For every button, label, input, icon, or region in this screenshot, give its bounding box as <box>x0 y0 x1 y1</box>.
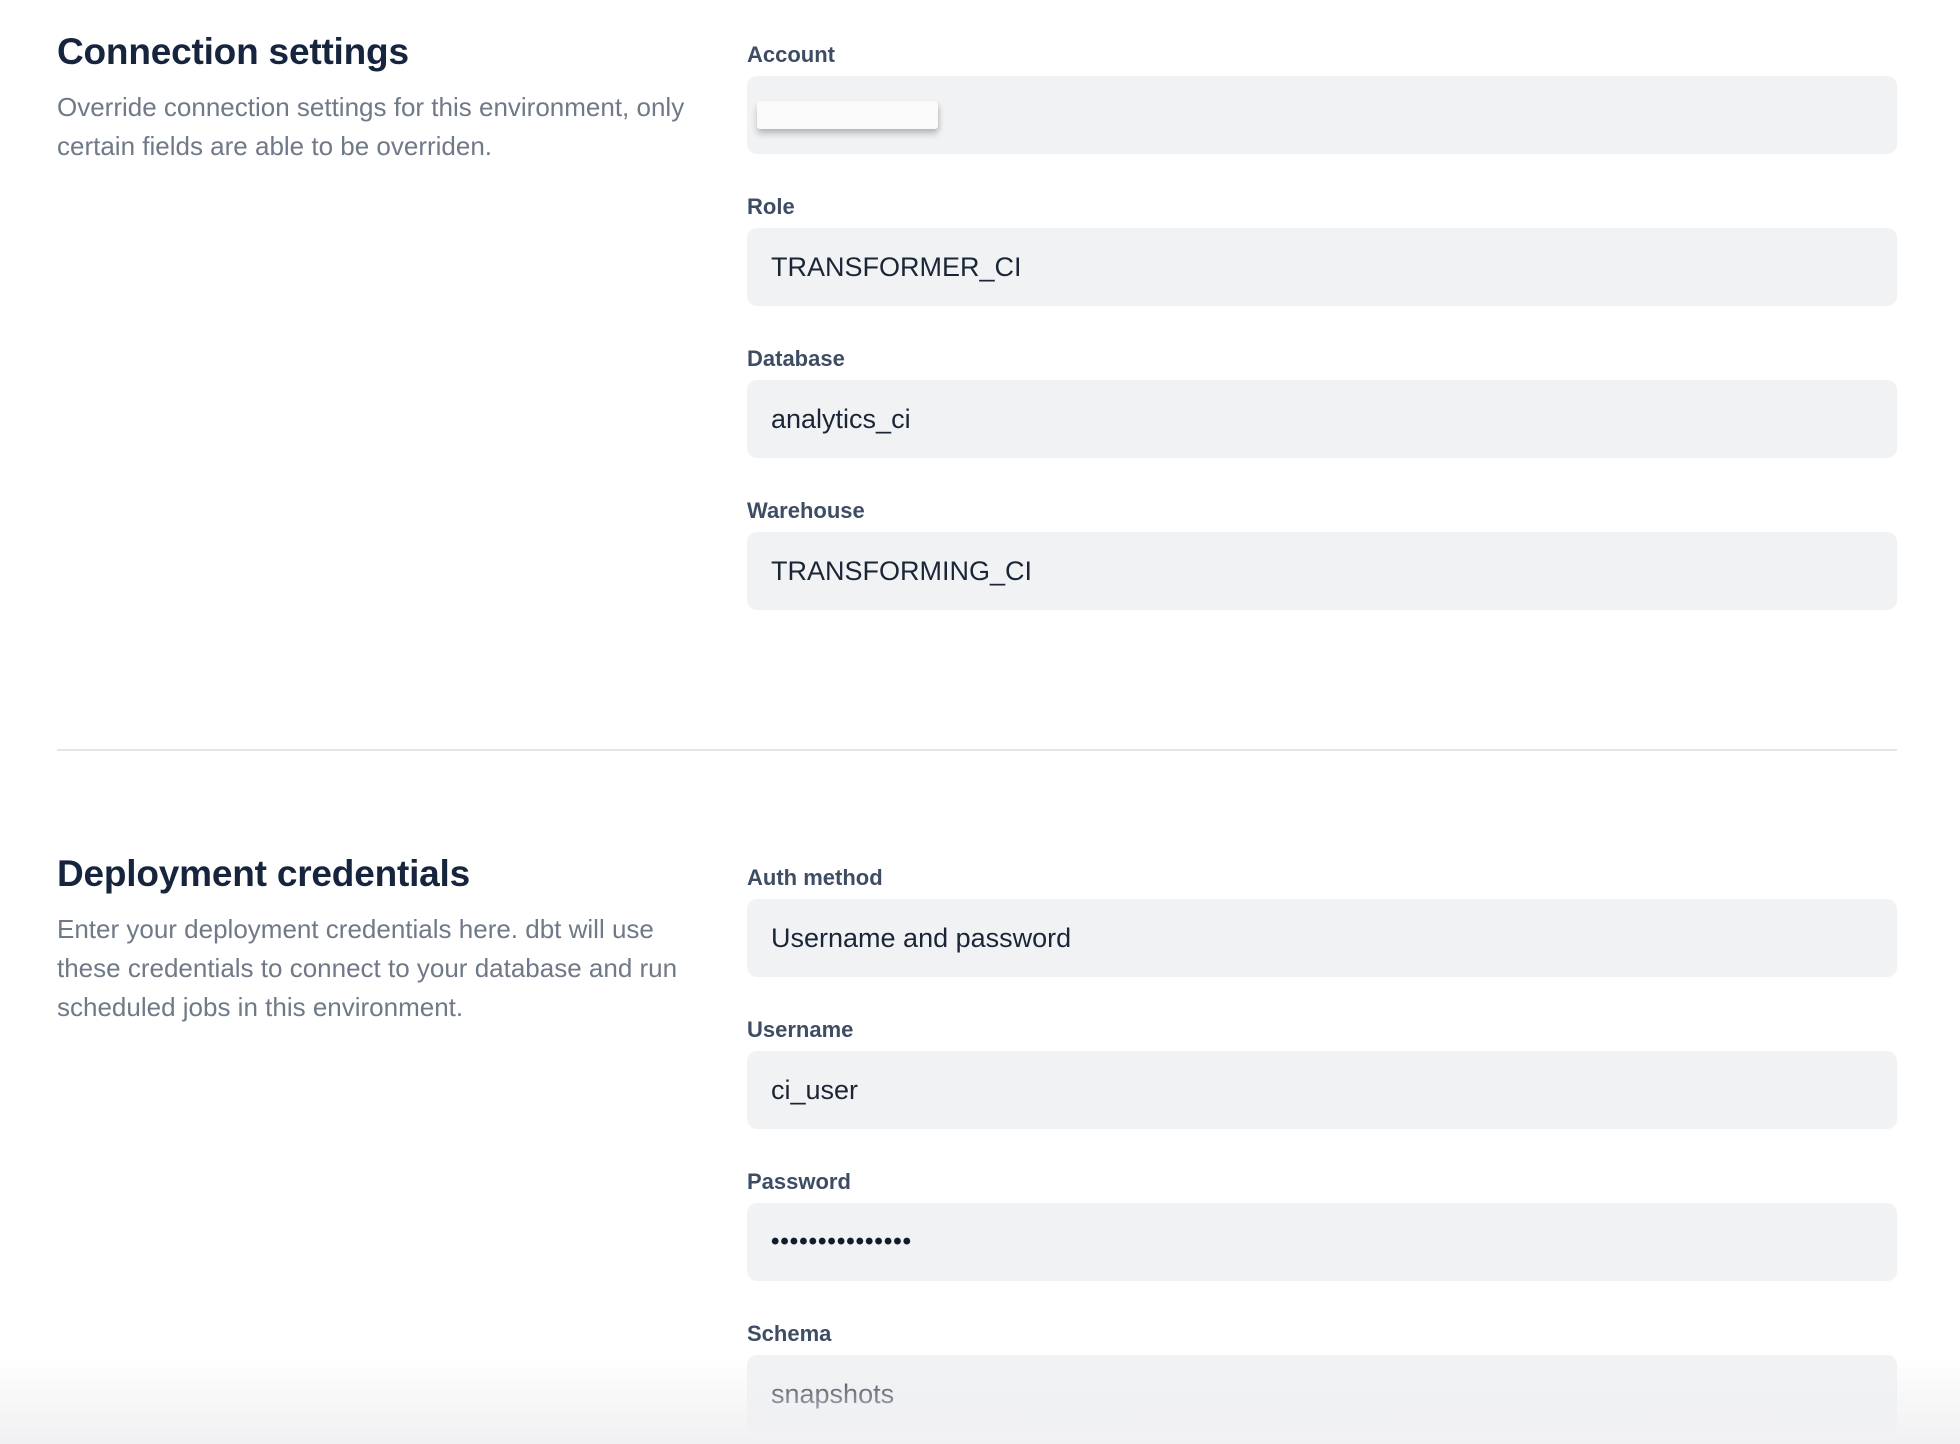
auth-method-value: Username and password <box>771 922 1072 953</box>
warehouse-field-group: Warehouse TRANSFORMING_CI <box>747 500 1897 610</box>
role-input[interactable]: TRANSFORMER_CI <box>747 228 1897 306</box>
auth-method-select[interactable]: Username and password <box>747 899 1897 977</box>
account-input[interactable] <box>747 76 1897 154</box>
database-input[interactable]: analytics_ci <box>747 380 1897 458</box>
connection-settings-fields: Account Role TRANSFORMER_CI Database ana… <box>747 0 1897 652</box>
username-label: Username <box>747 1017 854 1042</box>
password-masked-value: ••••••••••••••• <box>771 1228 913 1255</box>
database-field-group: Database analytics_ci <box>747 348 1897 458</box>
role-field-group: Role TRANSFORMER_CI <box>747 196 1897 306</box>
schema-input[interactable]: snapshots <box>747 1355 1897 1433</box>
role-value: TRANSFORMER_CI <box>771 251 1022 282</box>
deployment-credentials-fields: Auth method Username and password Userna… <box>747 751 1897 1444</box>
connection-settings-info: Connection settings Override connection … <box>57 0 747 166</box>
deployment-credentials-info: Deployment credentials Enter your deploy… <box>57 751 747 1027</box>
schema-value: snapshots <box>771 1378 895 1409</box>
section-divider <box>57 749 1897 751</box>
schema-label: Schema <box>747 1321 832 1346</box>
schema-field-group: Schema snapshots <box>747 1323 1897 1433</box>
password-label: Password <box>747 1169 851 1194</box>
database-label: Database <box>747 346 845 371</box>
password-field-group: Password ••••••••••••••• <box>747 1171 1897 1281</box>
auth-method-field-group: Auth method Username and password <box>747 867 1897 977</box>
section-connection-settings: Connection settings Override connection … <box>57 0 1897 652</box>
account-redaction-overlay <box>757 101 938 129</box>
deployment-credentials-title: Deployment credentials <box>57 853 471 894</box>
role-label: Role <box>747 194 795 219</box>
connection-settings-title: Connection settings <box>57 31 409 72</box>
deployment-credentials-description: Enter your deployment credentials here. … <box>57 913 678 1022</box>
warehouse-label: Warehouse <box>747 498 865 523</box>
warehouse-value: TRANSFORMING_CI <box>771 555 1033 586</box>
username-field-group: Username ci_user <box>747 1019 1897 1129</box>
account-field-group: Account <box>747 44 1897 154</box>
username-input[interactable]: ci_user <box>747 1051 1897 1129</box>
connection-settings-description: Override connection settings for this en… <box>57 91 685 161</box>
warehouse-input[interactable]: TRANSFORMING_CI <box>747 532 1897 610</box>
database-value: analytics_ci <box>771 403 911 434</box>
account-label: Account <box>747 42 835 67</box>
auth-method-label: Auth method <box>747 865 883 890</box>
password-input[interactable]: ••••••••••••••• <box>747 1203 1897 1281</box>
section-deployment-credentials: Deployment credentials Enter your deploy… <box>57 751 1897 1444</box>
username-value: ci_user <box>771 1074 859 1105</box>
